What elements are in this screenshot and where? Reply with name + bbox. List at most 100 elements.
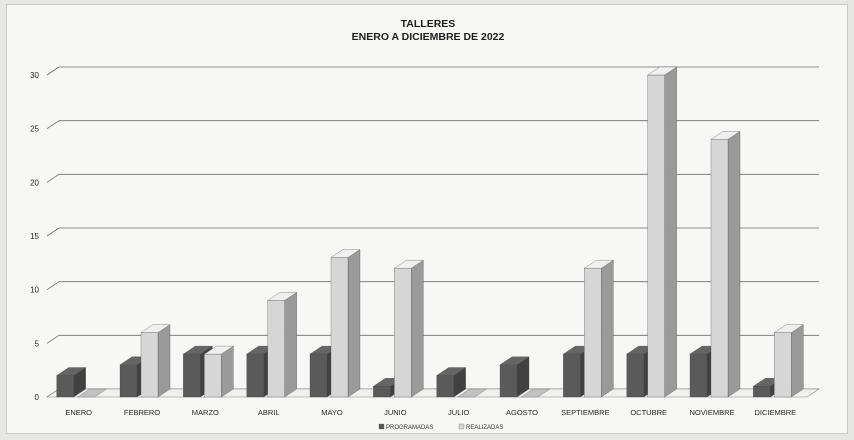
bar-front [330, 257, 349, 398]
chart-subtitle: ENERO A DICIEMBRE DE 2022 [352, 31, 505, 43]
x-tick-label: AGOSTO [506, 408, 538, 417]
bar-top [267, 292, 298, 301]
x-tick-label: ABRIL [258, 408, 280, 417]
bar-front [774, 332, 792, 398]
legend-item: REALIZADAS [458, 423, 503, 431]
x-tick-label: OCTUBRE [630, 408, 667, 417]
x-tick-label: FEBRERO [124, 408, 160, 417]
x-tick-label: JULIO [448, 408, 469, 417]
x-tick-label: SEPTIEMBRE [561, 408, 609, 417]
bar-top [773, 324, 804, 333]
bar-front [710, 139, 729, 398]
bar-side [411, 259, 424, 398]
bar-realizadas-agosto [520, 388, 551, 398]
grid-layer [46, 66, 820, 398]
y-tick-label: 30 [30, 71, 39, 80]
bar-front [563, 353, 581, 398]
bar-side [791, 324, 804, 398]
bar-top [140, 324, 171, 333]
bar-front [309, 353, 328, 398]
bar-top [499, 356, 530, 365]
legend-swatch [378, 423, 385, 430]
bar-front [499, 364, 518, 398]
bar-realizadas-febrero [140, 324, 171, 398]
gridline-side [46, 227, 60, 237]
bar-realizadas-noviembre [710, 131, 741, 398]
gridline-side [46, 335, 60, 344]
bar-side [601, 259, 614, 398]
bar-programadas-agosto [499, 356, 530, 398]
x-tick-label: MARZO [192, 408, 219, 417]
bar-top [520, 388, 551, 398]
bar-front [267, 300, 285, 398]
y-tick-label: 25 [30, 125, 39, 134]
x-tick-label: JUNIO [384, 408, 407, 417]
bar-side [284, 292, 297, 398]
bar-top [203, 345, 234, 355]
bar-top [436, 367, 467, 376]
bar-realizadas-julio [457, 388, 488, 398]
bar-realizadas-septiembre [583, 259, 614, 398]
chart-frame: TALLERES ENERO A DICIEMBRE DE 2022 0 5 10 1… [6, 4, 848, 434]
gridline-side [46, 120, 60, 129]
bar-front [394, 268, 412, 398]
bar-front [140, 332, 159, 398]
bar-front [204, 353, 222, 398]
bar-side [727, 131, 741, 398]
bar-top [457, 388, 488, 398]
chart-title: TALLERES [401, 18, 456, 30]
bar-top [330, 249, 361, 258]
bar-front [373, 386, 391, 398]
legend-label: REALIZADAS [466, 425, 503, 431]
bar-realizadas-octubre [647, 66, 678, 398]
gridline-side [46, 174, 60, 183]
bar-front [183, 353, 201, 398]
x-tick-label: DICIEMBRE [754, 408, 796, 417]
bar-realizadas-abril [267, 292, 298, 398]
y-tick-label: 0 [35, 393, 40, 402]
bar-top [647, 66, 678, 76]
bar-top [393, 260, 424, 269]
bar-programadas-enero [56, 367, 87, 398]
bar-front [753, 386, 771, 398]
bar-top [583, 260, 614, 269]
y-tick-label: 20 [30, 178, 39, 187]
bar-front [119, 364, 138, 398]
bar-side [221, 345, 234, 398]
gridline-side [46, 281, 60, 290]
bar-front [436, 375, 454, 398]
bar-top [182, 345, 213, 355]
gridline-side [46, 66, 60, 76]
bar-top [710, 131, 741, 140]
legend-label: PROGRAMADAS [386, 425, 433, 431]
x-tick-label: ENERO [65, 408, 92, 417]
bar-realizadas-diciembre [773, 324, 804, 398]
bar-realizadas-mayo [330, 249, 361, 398]
bar-front [689, 353, 708, 398]
bar-realizadas-enero [77, 388, 108, 398]
bar-side [664, 66, 677, 398]
bar-front [626, 353, 644, 398]
bar-front [584, 268, 602, 398]
bar-side [347, 249, 361, 398]
bar-top [77, 388, 108, 398]
y-tick-label: 5 [35, 339, 40, 348]
x-tick-label: MAYO [321, 408, 343, 417]
x-tick-label: NOVIEMBRE [689, 408, 734, 417]
y-tick-label: 15 [30, 232, 39, 241]
legend-swatch [458, 423, 465, 430]
legend: PROGRAMADAS REALIZADAS [378, 423, 503, 431]
bar-front [246, 353, 264, 398]
bar-top [56, 367, 87, 376]
y-tick-label: 10 [30, 286, 39, 295]
label-layer: 0 5 10 15 20 25 30 ENERO FEBRERO MARZO ABRIL MAYO JU… [30, 71, 796, 417]
chart-floor [46, 388, 820, 398]
bar-front [647, 74, 665, 398]
legend-item: PROGRAMADAS [378, 423, 433, 431]
bar-layer [56, 66, 804, 398]
chart-svg: TALLERES ENERO A DICIEMBRE DE 2022 0 5 10 1… [30, 18, 820, 431]
bar-realizadas-junio [393, 259, 424, 398]
bar-side [157, 324, 171, 398]
bar-front [56, 375, 74, 398]
bar-programadas-julio [436, 367, 467, 398]
